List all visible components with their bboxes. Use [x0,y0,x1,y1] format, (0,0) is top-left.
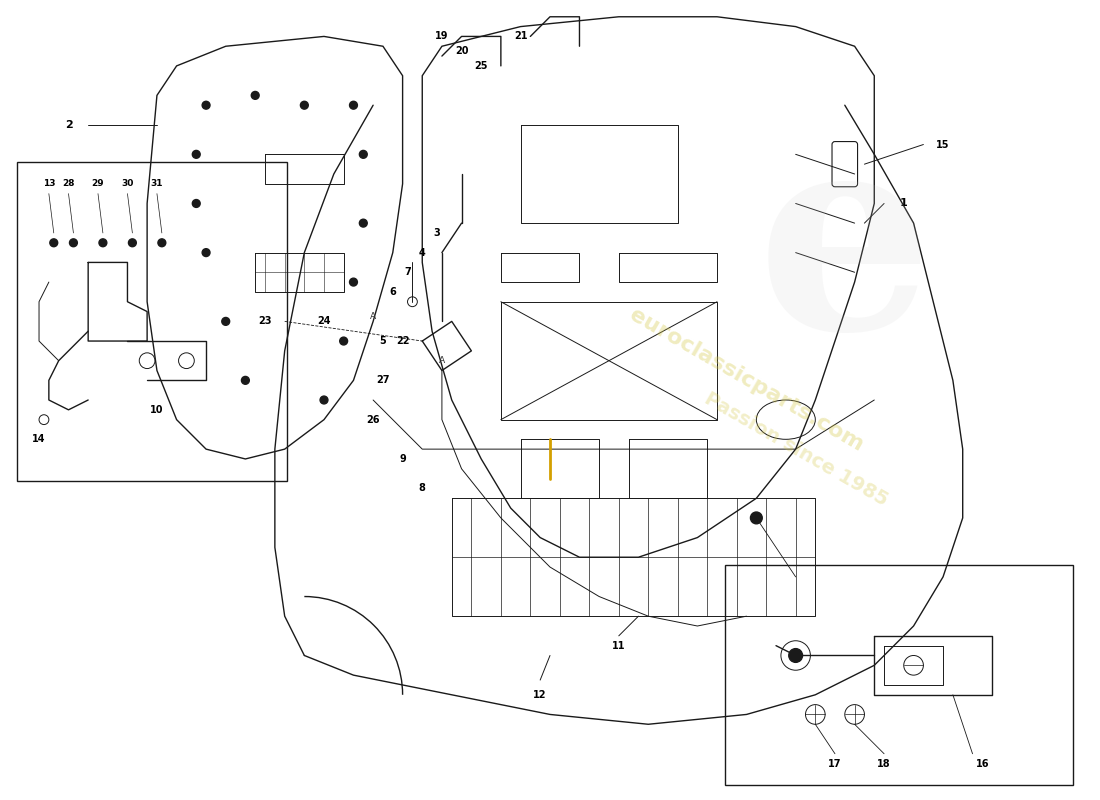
Text: 28: 28 [63,179,75,188]
Text: euroclassicparts.com: euroclassicparts.com [626,305,867,456]
Text: 24: 24 [317,316,331,326]
Text: 30: 30 [121,179,134,188]
Text: 8: 8 [419,483,426,494]
Circle shape [750,512,762,524]
Text: 20: 20 [454,46,469,56]
Text: 2: 2 [65,120,73,130]
Circle shape [222,318,230,326]
Text: 7: 7 [404,267,411,278]
Circle shape [202,249,210,257]
Text: 16: 16 [976,758,989,769]
Text: 25: 25 [474,61,488,71]
Text: 4: 4 [419,248,426,258]
Text: 27: 27 [376,375,389,386]
Circle shape [129,239,136,246]
Text: 19: 19 [436,31,449,42]
Text: 11: 11 [612,641,626,650]
Text: 23: 23 [258,316,272,326]
Circle shape [350,102,358,109]
Circle shape [69,239,77,246]
Text: 21: 21 [514,31,527,42]
Text: A: A [370,312,376,321]
Circle shape [192,150,200,158]
Text: 29: 29 [91,179,104,188]
Text: A: A [439,356,446,365]
Circle shape [242,377,250,384]
Text: 15: 15 [936,139,949,150]
Text: 18: 18 [878,758,891,769]
Text: Passion since 1985: Passion since 1985 [701,389,891,510]
Text: 6: 6 [389,287,396,297]
Circle shape [340,337,348,345]
Circle shape [360,219,367,227]
Text: e: e [757,118,933,387]
Circle shape [789,649,803,662]
Circle shape [251,91,260,99]
Text: 1: 1 [900,198,908,209]
Text: 5: 5 [379,336,386,346]
Circle shape [192,199,200,207]
Circle shape [158,239,166,246]
Circle shape [50,239,57,246]
Text: 31: 31 [151,179,163,188]
Text: 3: 3 [433,228,440,238]
Text: 10: 10 [151,405,164,415]
Text: 14: 14 [32,434,46,444]
Circle shape [350,278,358,286]
Circle shape [300,102,308,109]
Text: 9: 9 [399,454,406,464]
Circle shape [202,102,210,109]
Text: 13: 13 [43,179,55,188]
Text: 22: 22 [396,336,409,346]
Circle shape [99,239,107,246]
Text: 12: 12 [534,690,547,700]
Text: 26: 26 [366,414,379,425]
Text: 17: 17 [828,758,842,769]
Circle shape [320,396,328,404]
Circle shape [360,150,367,158]
